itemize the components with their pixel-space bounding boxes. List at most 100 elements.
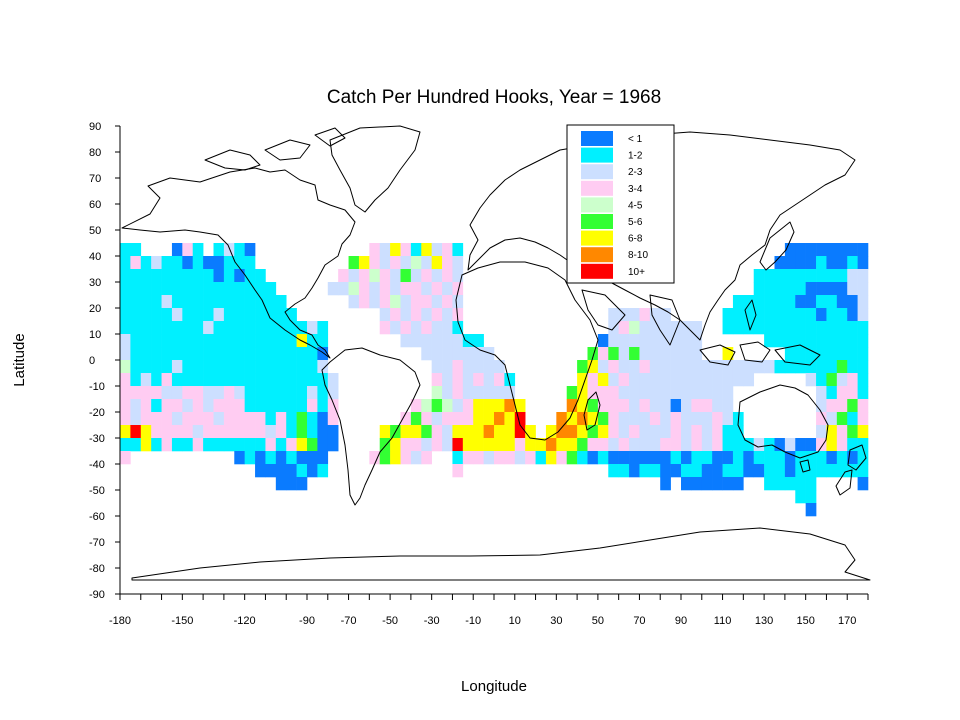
catch-cell xyxy=(348,256,360,270)
catch-cell xyxy=(784,269,796,283)
catch-cell xyxy=(213,425,225,439)
catch-cell xyxy=(255,334,266,348)
catch-cell xyxy=(182,282,194,296)
catch-cell xyxy=(784,438,796,452)
catch-cell xyxy=(722,477,734,491)
catch-cell xyxy=(223,334,235,348)
catch-cell xyxy=(151,269,162,283)
catch-cell xyxy=(473,360,484,374)
catch-cell xyxy=(743,308,755,322)
catch-cell xyxy=(421,295,432,309)
x-tick-label: 150 xyxy=(796,615,814,627)
catch-cell xyxy=(670,386,682,400)
catch-cell xyxy=(618,464,630,478)
catch-cell xyxy=(244,282,256,296)
catch-cell xyxy=(410,243,422,257)
catch-cell xyxy=(223,243,235,257)
catch-cell xyxy=(556,412,568,426)
catch-cell xyxy=(390,321,401,335)
catch-cell xyxy=(223,386,235,400)
catch-cell xyxy=(431,243,443,257)
x-tick-label: 70 xyxy=(633,615,645,627)
catch-cell xyxy=(171,282,183,296)
catch-cell xyxy=(213,321,225,335)
catch-cell xyxy=(390,438,401,452)
catch-cell xyxy=(795,360,806,374)
australia-outline xyxy=(737,384,829,459)
catch-cell xyxy=(244,334,256,348)
catch-cell xyxy=(379,295,391,309)
catch-cell xyxy=(120,373,131,387)
legend-label: 3-4 xyxy=(628,184,643,195)
catch-cell xyxy=(795,308,806,322)
catch-cell xyxy=(410,256,422,270)
catch-cell xyxy=(670,425,682,439)
catch-cell xyxy=(681,438,692,452)
catch-cell xyxy=(483,438,495,452)
catch-cell xyxy=(203,425,214,439)
catch-cell xyxy=(379,425,391,439)
catch-cell xyxy=(722,425,734,439)
catch-cell xyxy=(192,412,204,426)
catch-cell xyxy=(712,477,723,491)
catch-cell xyxy=(410,425,422,439)
catch-cell xyxy=(774,477,786,491)
catch-cell xyxy=(795,438,806,452)
catch-cell xyxy=(410,451,422,465)
y-tick-label: -40 xyxy=(89,459,105,471)
catch-cell xyxy=(140,438,152,452)
catch-cell xyxy=(421,412,432,426)
catch-cell xyxy=(639,464,651,478)
catch-cell xyxy=(462,425,474,439)
catch-cell xyxy=(151,321,162,335)
catch-cell xyxy=(275,451,287,465)
catch-cell xyxy=(649,451,661,465)
catch-cell xyxy=(639,308,651,322)
legend-label: 1-2 xyxy=(628,151,643,162)
catch-cell xyxy=(379,256,391,270)
catch-cell xyxy=(452,243,464,257)
catch-cell xyxy=(473,412,484,426)
catch-cell xyxy=(421,308,432,322)
catch-cell xyxy=(681,425,692,439)
catch-cell xyxy=(234,269,245,283)
catch-cell xyxy=(566,438,578,452)
catch-cell xyxy=(275,308,287,322)
catch-cell xyxy=(712,425,723,439)
catch-cell xyxy=(120,360,131,374)
catch-cell xyxy=(182,256,194,270)
catch-cell xyxy=(307,373,318,387)
catch-cell xyxy=(670,399,682,413)
catch-cell xyxy=(275,334,287,348)
catch-cell xyxy=(816,451,827,465)
catch-cell xyxy=(722,464,734,478)
catch-cell xyxy=(608,412,619,426)
catch-cell xyxy=(514,412,526,426)
catch-cell xyxy=(171,425,183,439)
catch-cell xyxy=(525,438,536,452)
catch-cell xyxy=(639,438,651,452)
catch-cell xyxy=(275,425,287,439)
catch-cell xyxy=(805,503,817,517)
catch-cell xyxy=(390,256,401,270)
catch-cell xyxy=(722,360,734,374)
catch-cell xyxy=(234,360,245,374)
catch-cell xyxy=(473,334,484,348)
catch-cell xyxy=(764,438,775,452)
catch-cell xyxy=(784,295,796,309)
catch-cell xyxy=(234,386,245,400)
catch-cell xyxy=(826,438,838,452)
catch-cell xyxy=(660,373,671,387)
catch-cell xyxy=(358,256,370,270)
catch-cell xyxy=(400,438,412,452)
catch-cell xyxy=(629,347,640,361)
catch-cell xyxy=(296,373,308,387)
catch-cell xyxy=(618,412,630,426)
catch-cell xyxy=(805,243,817,257)
catch-cell xyxy=(587,412,599,426)
catch-cell xyxy=(753,360,765,374)
catch-cell xyxy=(701,438,713,452)
catch-cell xyxy=(296,399,308,413)
catch-cell xyxy=(504,438,516,452)
y-tick-label: 30 xyxy=(89,277,101,289)
